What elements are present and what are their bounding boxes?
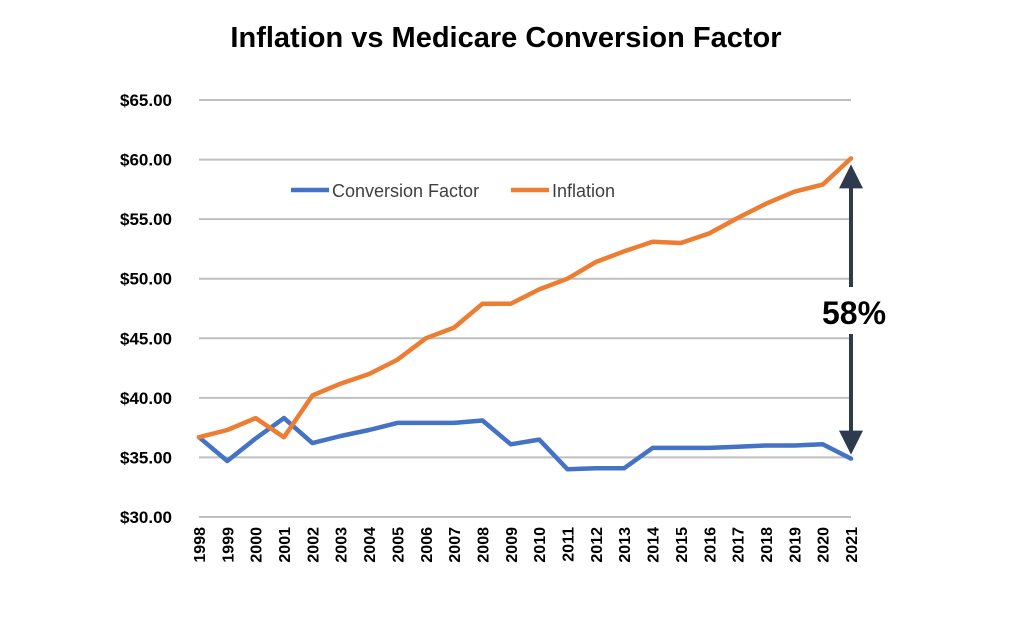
y-axis-ticks: $30.00 $35.00 $40.00 $45.00 $50.00 $55.00 $60.… [120,91,172,527]
series-lines [196,156,854,472]
x-tick-label: 2018 [759,527,776,563]
y-tick-label: $30.00 [120,508,172,527]
chart-title: Inflation vs Medicare Conversion Factor [230,22,782,54]
x-tick-label: 2021 [844,527,861,563]
y-tick-label: $55.00 [120,210,172,229]
x-tick-label: 2016 [702,527,719,563]
y-tick-label: $35.00 [120,448,172,467]
x-tick-label: 2011 [561,527,578,562]
x-tick-label: 2013 [617,527,634,563]
y-tick-label: $40.00 [120,389,172,408]
x-tick-label: 2008 [475,527,492,563]
x-tick-label: 2005 [390,527,407,563]
x-tick-label: 1998 [192,527,209,563]
x-tick-label: 2007 [447,527,464,563]
x-tick-label: 2003 [334,527,351,563]
x-tick-label: 2017 [731,527,748,563]
arrow-head-up [839,164,863,189]
x-axis-ticks: 1998 1999 2000 2001 2002 2003 2004 2005 2006 2007… [192,527,861,563]
x-tick-label: 2006 [419,527,436,563]
x-tick-label: 1999 [220,527,237,563]
legend-label: Inflation [552,181,615,201]
x-tick-label: 2010 [532,527,549,563]
legend-label: Conversion Factor [332,181,479,201]
arrow-head-down [839,430,863,455]
series-line-inflation [196,156,854,440]
legend: Conversion Factor Inflation [291,181,615,201]
series-line-conversion-factor [196,415,854,472]
y-tick-label: $45.00 [120,329,172,348]
y-tick-label: $50.00 [120,270,172,289]
x-tick-label: 2000 [249,527,266,563]
x-tick-label: 2002 [305,527,322,563]
y-tick-label: $65.00 [120,91,172,110]
x-tick-label: 2015 [674,527,691,563]
x-tick-label: 2009 [504,527,521,563]
x-tick-label: 2012 [589,527,606,563]
y-tick-label: $60.00 [120,151,172,170]
x-tick-label: 2019 [787,527,804,563]
x-tick-label: 2020 [816,527,833,563]
x-tick-label: 2004 [362,527,379,563]
x-tick-label: 2001 [277,527,294,563]
annotation-label: 58% [822,295,886,331]
x-tick-label: 2014 [646,527,663,563]
difference-annotation: 58% [822,164,886,455]
gridlines [199,99,851,518]
